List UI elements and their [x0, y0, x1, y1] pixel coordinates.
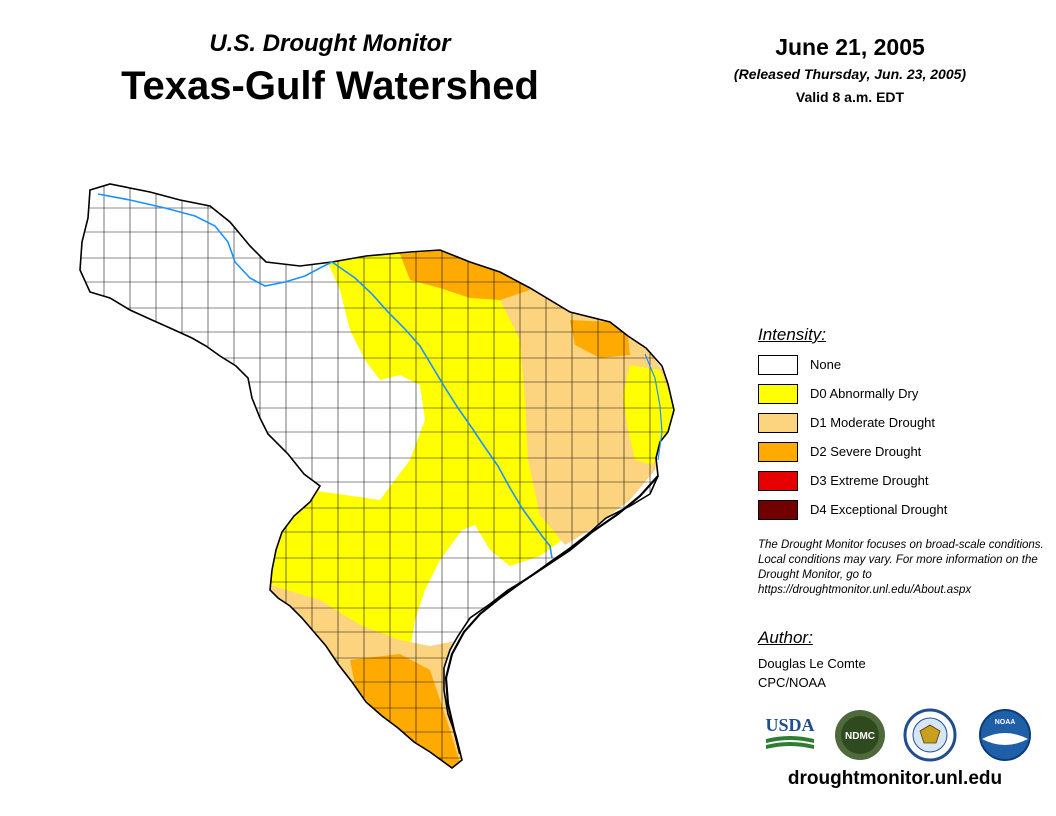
watershed-outline [79, 183, 675, 770]
sabine-river [644, 353, 663, 461]
legend-swatch [758, 413, 798, 433]
watershed-map [79, 183, 675, 770]
svg-text:NOAA: NOAA [995, 719, 1016, 726]
doc-seal-logo [903, 708, 957, 762]
legend-heading: Intensity: [758, 325, 827, 344]
legend-swatch [758, 355, 798, 375]
legend-label: D1 Moderate Drought [810, 415, 936, 430]
legend-item-d0: D0 Abnormally Dry [758, 384, 1018, 406]
map-date: June 21, 2005 [775, 34, 925, 60]
legend-item-d2: D2 Severe Drought [758, 442, 1018, 464]
ndmc-logo: NDMC [835, 710, 885, 760]
author-org: CPC/NOAA [758, 675, 826, 690]
release-date: (Released Thursday, Jun. 23, 2005) [733, 66, 967, 82]
d2-southern-area [350, 654, 462, 768]
d2-northeast-area [570, 320, 630, 358]
author-heading: Author: [758, 628, 813, 647]
legend-swatch [758, 500, 798, 520]
map-title: Texas-Gulf Watershed [121, 64, 539, 108]
legend-item-none: None [758, 355, 1018, 377]
legend-item-d3: D3 Extreme Drought [758, 471, 1018, 493]
legend-label: D4 Exceptional Drought [810, 502, 948, 517]
drought-category-layer [80, 184, 674, 768]
d2-east-pocket-area [606, 290, 642, 320]
author-name: Douglas Le Comte [758, 656, 866, 671]
svg-text:NDMC: NDMC [845, 731, 875, 742]
valid-time: Valid 8 a.m. EDT [795, 89, 905, 105]
legend-label: D3 Extreme Drought [810, 473, 929, 488]
d0-abnormally-dry-area [265, 250, 562, 710]
legend-label: D2 Severe Drought [810, 444, 922, 459]
trinity-river [331, 261, 553, 559]
legend-item-d4: D4 Exceptional Drought [758, 500, 1018, 522]
usda-logo: USDA [765, 715, 815, 749]
svg-text:USDA: USDA [765, 715, 814, 735]
map-subtitle: U.S. Drought Monitor [209, 30, 451, 57]
legend-swatch [758, 471, 798, 491]
disclaimer-note: The Drought Monitor focuses on broad-sca… [758, 539, 1044, 596]
legend-swatch [758, 442, 798, 462]
legend-swatch [758, 384, 798, 404]
legend-item-d1: D1 Moderate Drought [758, 413, 1018, 435]
website-url: droughtmonitor.unl.edu [787, 768, 1003, 789]
gulf-coastline [444, 475, 659, 755]
partner-logos: USDA NDMC NOAA [765, 708, 1031, 762]
red-river [97, 193, 333, 287]
noaa-logo: NOAA [979, 709, 1031, 761]
legend-label: D0 Abnormally Dry [810, 386, 919, 401]
legend-label: None [810, 357, 842, 372]
